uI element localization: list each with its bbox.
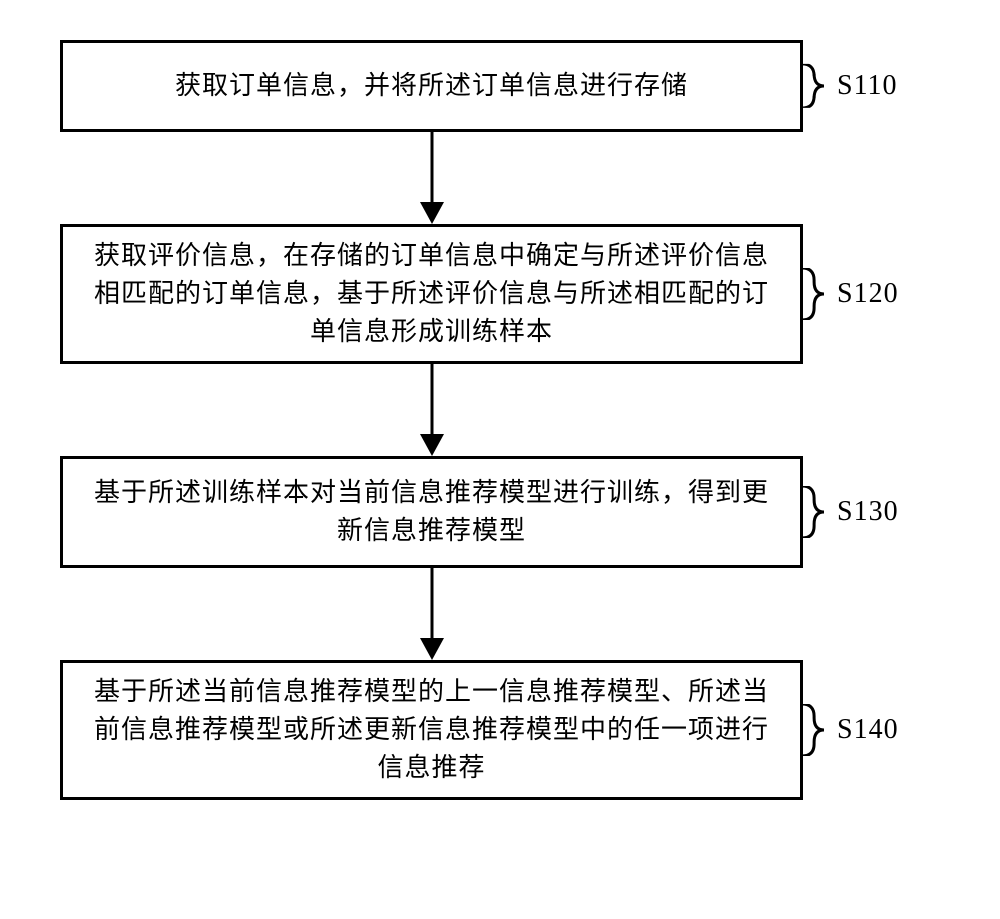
step-label: S110 [837,70,898,102]
connector-line [430,364,433,436]
brace-icon [802,64,824,108]
connector-line [430,132,433,204]
step-box: 基于所述训练样本对当前信息推荐模型进行训练，得到更新信息推荐模型 [60,456,803,568]
connector [60,568,803,660]
flowchart-step-s140: 基于所述当前信息推荐模型的上一信息推荐模型、所述当前信息推荐模型或所述更新信息推… [60,660,960,800]
brace-icon [802,704,824,756]
flowchart-step-s120: 获取评价信息，在存储的订单信息中确定与所述评价信息相匹配的订单信息，基于所述评价… [60,224,960,364]
step-box: 获取订单信息，并将所述订单信息进行存储 [60,40,803,132]
flowchart-step-s130: 基于所述训练样本对当前信息推荐模型进行训练，得到更新信息推荐模型 S130 [60,456,960,568]
step-label: S120 [837,278,899,310]
connector [60,364,803,456]
step-box: 基于所述当前信息推荐模型的上一信息推荐模型、所述当前信息推荐模型或所述更新信息推… [60,660,803,800]
connector-line [430,568,433,640]
brace-icon [802,486,824,538]
step-label: S130 [837,496,899,528]
step-box: 获取评价信息，在存储的订单信息中确定与所述评价信息相匹配的订单信息，基于所述评价… [60,224,803,364]
arrow-down-icon [420,434,444,456]
connector [60,132,803,224]
arrow-down-icon [420,638,444,660]
arrow-down-icon [420,202,444,224]
flowchart-step-s110: 获取订单信息，并将所述订单信息进行存储 S110 [60,40,960,132]
brace-icon [802,268,824,320]
step-label: S140 [837,714,899,746]
flowchart-container: 获取订单信息，并将所述订单信息进行存储 S110 获取评价信息，在存储的订单信息中确… [60,40,960,800]
